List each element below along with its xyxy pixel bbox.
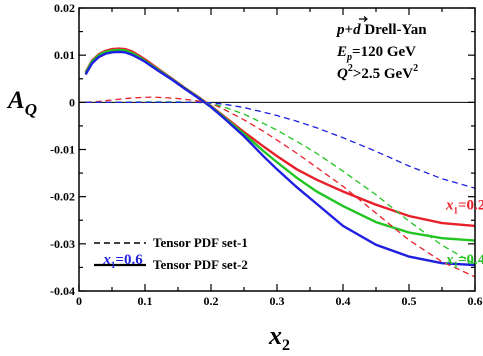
curve-label: x1=0.4	[445, 252, 483, 270]
axis-labels: 0 0.1 0.2 0.3 0.4 0.5 0.6 0.02 0.01 0 -0.01 -0.02 -0…	[6, 1, 483, 354]
y-tick-label: 0	[69, 95, 75, 109]
series-line-solid-2	[84, 48, 476, 242]
axis-ticks	[78, 7, 476, 292]
y-tick-label: 0.02	[54, 1, 75, 15]
x-tick-label: 0.6	[468, 294, 483, 308]
y-tick-label: 0.01	[54, 48, 75, 62]
legend-label: Tensor PDF set-1	[153, 235, 248, 250]
curve-label: x1=0.2	[445, 197, 483, 215]
series-line-dashed-6	[85, 101, 476, 189]
series-line-solid-1	[84, 47, 476, 228]
legend: Tensor PDF set-1 Tensor PDF set-2	[94, 235, 248, 272]
legend-label: Tensor PDF set-2	[153, 257, 248, 272]
y-tick-label: -0.04	[50, 284, 75, 298]
y-tick-label: -0.01	[50, 143, 75, 157]
series-line-dashed-5	[85, 101, 476, 265]
x-tick-label: 0.5	[402, 294, 417, 308]
annotation-line: Ep=120 GeV	[336, 44, 416, 63]
x-tick-label: 0.4	[336, 294, 351, 308]
x-tick-label: 0.3	[270, 294, 285, 308]
curve-labels: x1=0.2 x1=0.4 x1=0.6	[102, 197, 483, 270]
annotation-line: Q2>2.5 GeV2	[337, 63, 418, 82]
series-line-dashed-4	[85, 96, 476, 278]
y-tick-label: -0.02	[50, 190, 75, 204]
x-axis-title: x2	[268, 321, 290, 354]
y-tick-label: -0.03	[50, 237, 75, 251]
y-axis-title: AQ	[6, 87, 37, 119]
annotation-line: p+d Drell-Yan	[335, 22, 427, 38]
series-line-solid-3	[84, 50, 476, 267]
vector-arrow-icon	[359, 16, 368, 22]
x-tick-label: 0.1	[138, 294, 153, 308]
plot-content	[79, 47, 476, 278]
curve-label: x1=0.6	[102, 252, 143, 270]
x-tick-label: 0	[76, 294, 82, 308]
x-tick-label: 0.2	[204, 294, 219, 308]
